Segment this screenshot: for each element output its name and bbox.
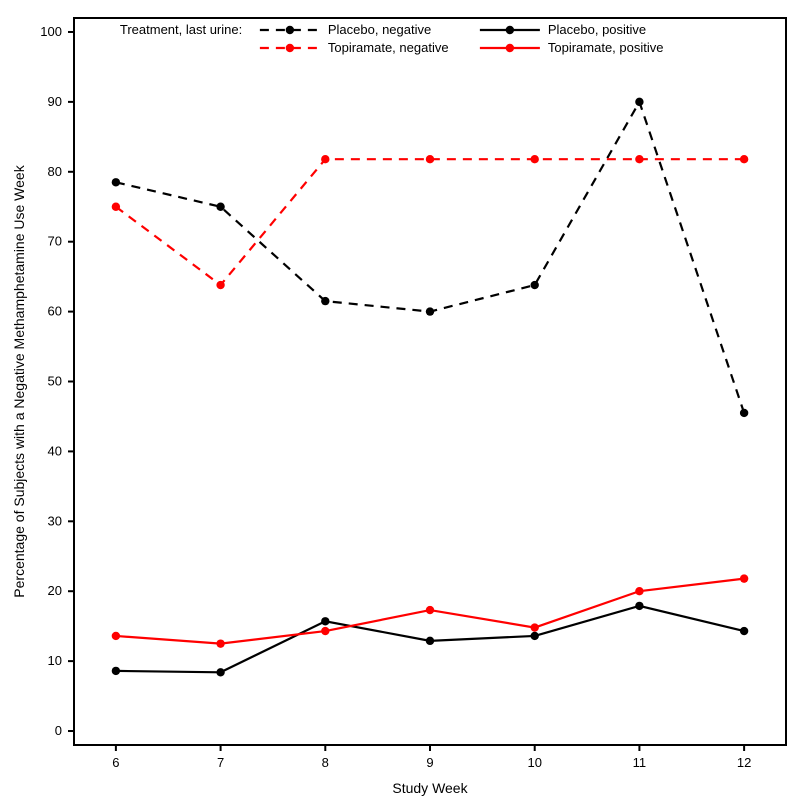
x-tick-label: 8 <box>322 755 329 770</box>
series-marker-topiramate_positive <box>740 574 748 582</box>
y-tick-label: 70 <box>48 234 62 249</box>
series-marker-placebo_negative <box>426 307 434 315</box>
x-tick-label: 11 <box>633 755 647 770</box>
y-axis-label: Percentage of Subjects with a Negative M… <box>11 164 27 597</box>
series-marker-placebo_positive <box>740 627 748 635</box>
series-marker-topiramate_positive <box>426 606 434 614</box>
series-marker-topiramate_positive <box>216 639 224 647</box>
series-marker-topiramate_positive <box>635 587 643 595</box>
x-tick-label: 7 <box>217 755 224 770</box>
legend-title: Treatment, last urine: <box>120 22 242 37</box>
y-tick-label: 50 <box>48 374 62 389</box>
legend-swatch-marker <box>286 26 294 34</box>
series-marker-placebo_positive <box>635 602 643 610</box>
series-marker-topiramate_negative <box>216 281 224 289</box>
y-tick-label: 40 <box>48 443 62 458</box>
y-tick-label: 0 <box>55 723 62 738</box>
series-marker-placebo_positive <box>426 637 434 645</box>
x-axis-label: Study Week <box>392 780 468 796</box>
series-marker-topiramate_negative <box>740 155 748 163</box>
line-chart: 6 7 8 9 10 11 12 0 10 20 30 40 50 60 70 80 90 100 Study We… <box>0 0 800 802</box>
y-tick-label: 30 <box>48 513 62 528</box>
chart-container: 6 7 8 9 10 11 12 0 10 20 30 40 50 60 70 80 90 100 Study We… <box>0 0 800 802</box>
series-marker-placebo_negative <box>112 178 120 186</box>
legend-label: Placebo, positive <box>548 22 646 37</box>
series-marker-placebo_positive <box>112 667 120 675</box>
y-tick-label: 90 <box>48 94 62 109</box>
legend-swatch-marker <box>286 44 294 52</box>
y-tick-label: 20 <box>48 583 62 598</box>
legend-label: Topiramate, negative <box>328 40 449 55</box>
series-marker-topiramate_negative <box>426 155 434 163</box>
x-tick-label: 10 <box>527 755 541 770</box>
legend-swatch-marker <box>506 44 514 52</box>
series-marker-topiramate_negative <box>635 155 643 163</box>
x-tick-label: 6 <box>112 755 119 770</box>
series-marker-placebo_negative <box>216 203 224 211</box>
series-marker-placebo_negative <box>321 297 329 305</box>
series-marker-placebo_negative <box>635 98 643 106</box>
series-marker-topiramate_negative <box>321 155 329 163</box>
y-tick-label: 100 <box>40 24 62 39</box>
series-marker-topiramate_positive <box>321 627 329 635</box>
series-marker-placebo_positive <box>216 668 224 676</box>
y-tick-label: 60 <box>48 304 62 319</box>
x-tick-label: 12 <box>737 755 751 770</box>
series-marker-topiramate_positive <box>531 623 539 631</box>
series-marker-placebo_positive <box>531 632 539 640</box>
x-tick-label: 9 <box>426 755 433 770</box>
legend-label: Placebo, negative <box>328 22 431 37</box>
series-marker-placebo_negative <box>531 281 539 289</box>
y-tick-label: 80 <box>48 164 62 179</box>
series-marker-placebo_positive <box>321 617 329 625</box>
series-marker-topiramate_positive <box>112 632 120 640</box>
y-tick-label: 10 <box>48 653 62 668</box>
series-marker-topiramate_negative <box>531 155 539 163</box>
series-marker-placebo_negative <box>740 409 748 417</box>
series-marker-topiramate_negative <box>112 203 120 211</box>
legend-swatch-marker <box>506 26 514 34</box>
legend-label: Topiramate, positive <box>548 40 664 55</box>
